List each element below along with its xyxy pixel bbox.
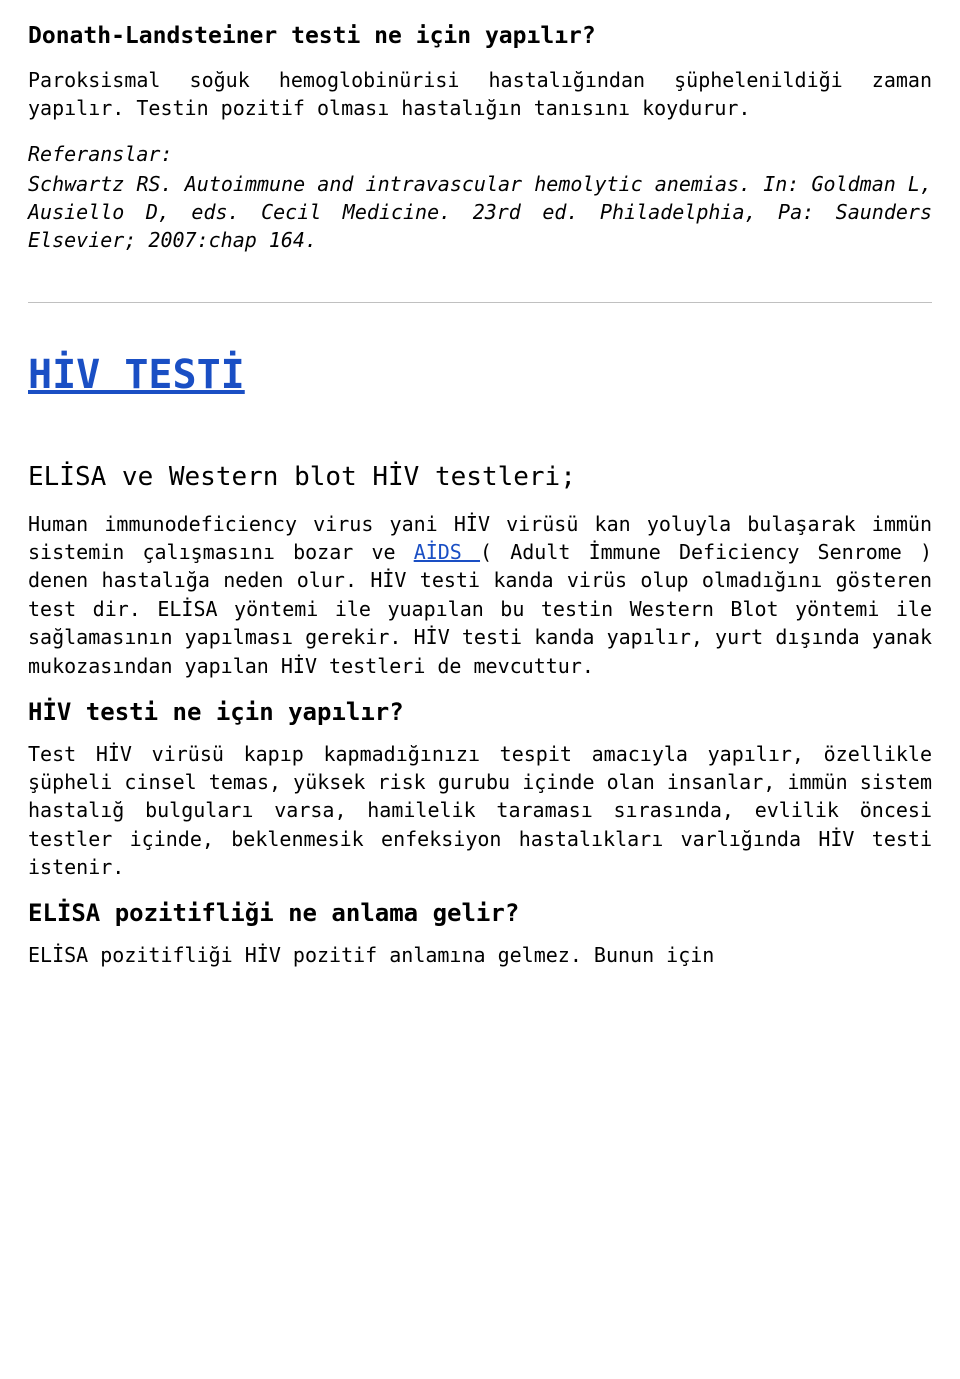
section1-paragraph: Paroksismal soğuk hemoglobinürisi hastal… — [28, 66, 932, 122]
aids-link[interactable]: AİDS — [414, 540, 480, 564]
divider — [28, 302, 932, 303]
references-text: Schwartz RS. Autoimmune and intravascula… — [28, 170, 932, 254]
elisa-pos-heading: ELİSA pozitifliği ne anlama gelir? — [28, 897, 932, 931]
references-label: Referanslar: — [28, 140, 932, 168]
hiv-testi-title-link[interactable]: HİV TESTİ — [28, 347, 245, 403]
elisa-subheading: ELİSA ve Western blot HİV testleri; — [28, 459, 932, 495]
hiv-why-paragraph: Test HİV virüsü kapıp kapmadığınızı tesp… — [28, 740, 932, 882]
hiv-why-heading: HİV testi ne için yapılır? — [28, 696, 932, 730]
elisa-pos-paragraph: ELİSA pozitifliği HİV pozitif anlamına g… — [28, 941, 932, 969]
hiv-intro-paragraph: Human immunodeficiency virus yani HİV vi… — [28, 510, 932, 680]
section1-heading: Donath-Landsteiner testi ne için yapılır… — [28, 20, 932, 52]
